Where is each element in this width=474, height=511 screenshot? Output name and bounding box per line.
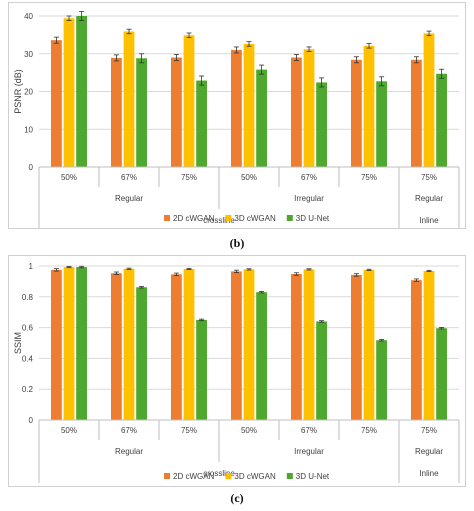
category-label: 67%: [121, 173, 137, 182]
category-label: 50%: [61, 426, 77, 435]
bar: [411, 280, 422, 420]
bar: [436, 73, 447, 167]
y-tick-label: 1: [29, 262, 34, 271]
bar: [376, 81, 387, 167]
y-tick-label: 20: [24, 88, 33, 97]
bar: [183, 268, 195, 420]
bar: [256, 292, 267, 420]
supergroup-label: Inline: [419, 216, 439, 225]
bar: [291, 57, 302, 167]
legend-swatch: [225, 215, 232, 221]
supergroup-label: Inline: [419, 469, 439, 478]
bar: [51, 40, 62, 167]
bar: [231, 271, 242, 420]
bar: [111, 57, 122, 168]
y-tick-label: 0: [29, 163, 34, 172]
bar: [351, 59, 362, 167]
bar: [436, 328, 447, 420]
y-axis-label: PSNR (dB): [13, 69, 23, 114]
category-label: 50%: [241, 426, 257, 435]
legend-label: 3D U-Net: [296, 472, 330, 481]
bar: [243, 43, 255, 168]
group-label: Irregular: [294, 194, 324, 203]
category-label: 75%: [181, 426, 197, 435]
y-tick-label: 40: [24, 12, 33, 21]
legend-label: 3D cWGAN: [234, 472, 276, 481]
bar: [363, 269, 375, 420]
bar: [303, 269, 315, 420]
bar: [76, 16, 87, 167]
category-label: 67%: [301, 426, 317, 435]
caption-c: (c): [230, 491, 244, 505]
bar: [171, 57, 182, 167]
bar: [123, 31, 135, 168]
bar: [351, 274, 362, 420]
y-tick-label: 10: [24, 125, 33, 134]
legend-label: 3D U-Net: [296, 214, 330, 223]
category-label: 67%: [301, 173, 317, 182]
category-label: 67%: [121, 426, 137, 435]
category-label: 75%: [361, 426, 377, 435]
ssim-chart-panel: 0 0.2 0.4 0.6 0.8 1 SSIM Regular Irregular Regula…: [8, 255, 466, 487]
bar: [243, 269, 255, 420]
supergroup-label: crossline: [203, 469, 235, 478]
legend-label: 2D cWGAN: [173, 472, 215, 481]
bar: [51, 269, 62, 420]
group-label: Irregular: [294, 447, 324, 456]
legend-swatch: [286, 473, 293, 479]
category-label: 50%: [241, 173, 257, 182]
legend-label: 3D cWGAN: [234, 214, 276, 223]
legend-swatch: [164, 215, 170, 221]
supergroup-label: crossline: [203, 216, 235, 225]
group-label: Regular: [115, 194, 143, 203]
bar: [423, 33, 435, 168]
psnr-chart-panel: 0 10 20 30 40 PSNR (dB) Regular Irregular Regula…: [8, 2, 466, 229]
y-tick-label: 0.2: [22, 385, 34, 394]
bar: [123, 268, 135, 420]
bar: [316, 321, 327, 420]
bar: [111, 273, 122, 420]
category-label: 75%: [361, 173, 377, 182]
ssim-chart: 0 0.2 0.4 0.6 0.8 1 SSIM Regular Irregular Regula…: [13, 262, 460, 483]
bar: [423, 270, 435, 420]
bar: [411, 59, 422, 167]
bar: [376, 340, 387, 420]
bar: [196, 319, 207, 420]
y-tick-label: 30: [24, 50, 33, 59]
y-tick-label: 0.4: [22, 354, 34, 363]
legend-swatch: [225, 473, 232, 479]
y-tick-label: 0.6: [22, 324, 34, 333]
bar: [303, 49, 315, 167]
bar: [231, 49, 242, 167]
bar: [136, 287, 147, 420]
category-label: 50%: [61, 173, 77, 182]
bar: [316, 82, 327, 167]
bar: [63, 267, 75, 420]
group-label: Regular: [415, 447, 443, 456]
category-label: 75%: [421, 426, 437, 435]
bar: [363, 45, 375, 168]
y-tick-label: 0: [29, 416, 34, 425]
group-label: Regular: [115, 447, 143, 456]
category-label: 75%: [421, 173, 437, 182]
caption-b: (b): [229, 236, 245, 250]
legend-swatch: [164, 473, 170, 479]
group-label: Regular: [415, 194, 443, 203]
y-axis-label: SSIM: [13, 332, 23, 354]
psnr-chart: 0 10 20 30 40 PSNR (dB) Regular Irregular Regula…: [13, 11, 460, 228]
bar: [76, 267, 87, 420]
legend-swatch: [286, 215, 293, 221]
y-tick-label: 0.8: [22, 293, 34, 302]
bar: [183, 35, 195, 167]
bar: [136, 58, 147, 167]
legend-label: 2D cWGAN: [173, 214, 215, 223]
category-label: 75%: [181, 173, 197, 182]
bar: [291, 274, 302, 420]
bar: [171, 274, 182, 420]
bar: [63, 18, 75, 167]
bar: [196, 80, 207, 167]
bar: [256, 69, 267, 167]
